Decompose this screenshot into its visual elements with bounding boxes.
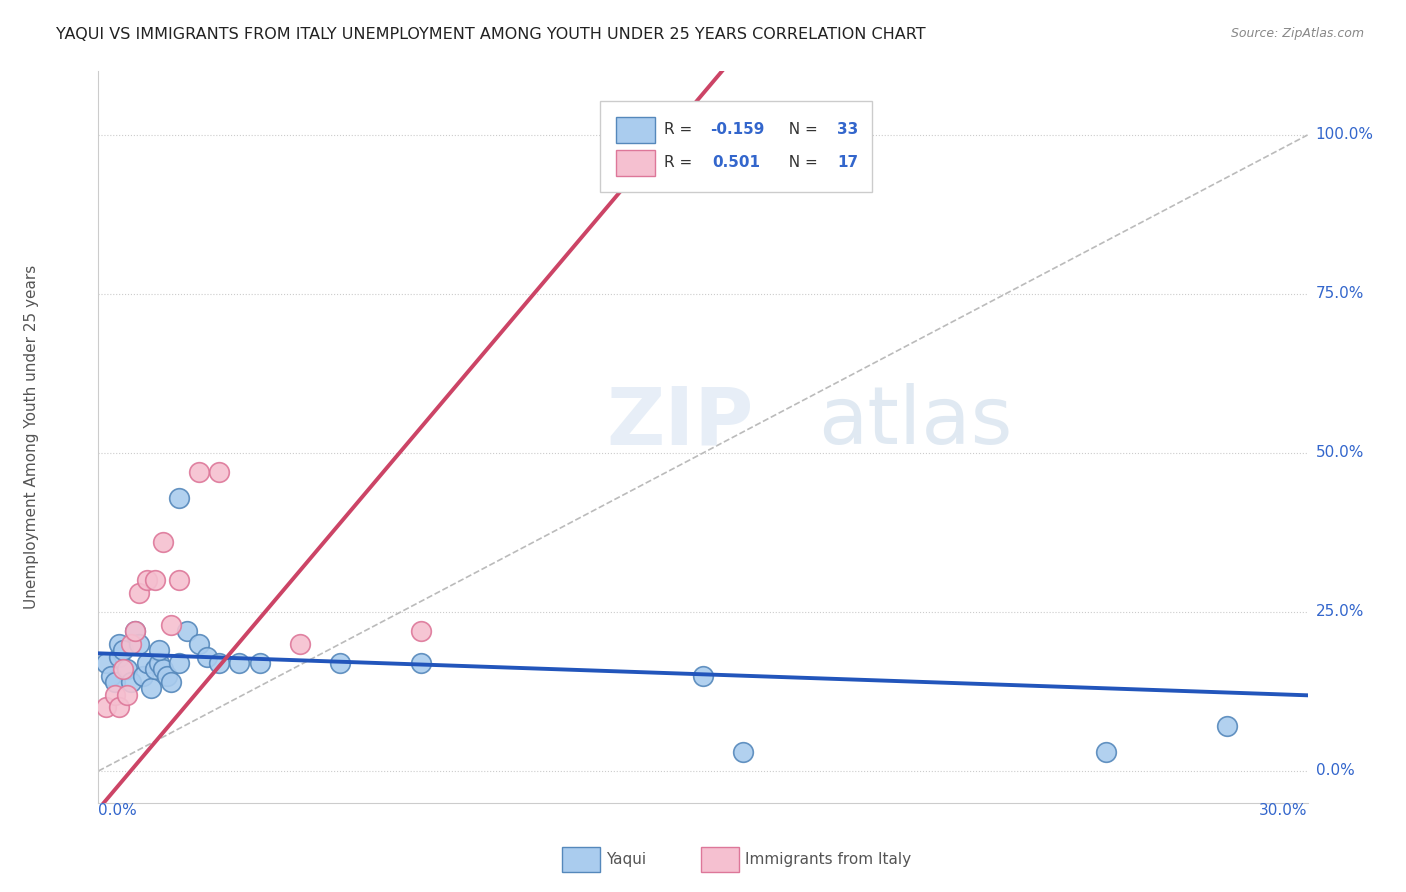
Text: Unemployment Among Youth under 25 years: Unemployment Among Youth under 25 years <box>24 265 39 609</box>
Point <box>107 637 129 651</box>
Point <box>160 617 183 632</box>
Point <box>152 662 174 676</box>
Point <box>195 649 218 664</box>
Point <box>103 675 125 690</box>
Text: 0.0%: 0.0% <box>98 803 138 818</box>
Text: atlas: atlas <box>818 384 1012 461</box>
Text: 50.0%: 50.0% <box>1316 445 1364 460</box>
Point <box>128 586 150 600</box>
Point <box>107 700 129 714</box>
Point <box>103 688 125 702</box>
Point <box>132 668 155 682</box>
Text: -0.159: -0.159 <box>710 122 765 137</box>
Point <box>143 662 166 676</box>
Point <box>124 624 146 638</box>
Point <box>143 573 166 587</box>
Point <box>120 675 142 690</box>
Point <box>115 688 138 702</box>
FancyBboxPatch shape <box>616 150 655 176</box>
Point <box>100 668 122 682</box>
Point <box>208 656 231 670</box>
Point <box>288 637 311 651</box>
Point <box>107 649 129 664</box>
Text: 25.0%: 25.0% <box>1316 605 1364 619</box>
Text: 75.0%: 75.0% <box>1316 286 1364 301</box>
Text: 0.0%: 0.0% <box>1316 764 1354 779</box>
Point <box>1095 745 1118 759</box>
FancyBboxPatch shape <box>700 847 740 872</box>
Point <box>249 656 271 670</box>
Text: Source: ZipAtlas.com: Source: ZipAtlas.com <box>1230 27 1364 40</box>
Point <box>96 656 118 670</box>
Point <box>733 745 755 759</box>
Point <box>176 624 198 638</box>
Text: 100.0%: 100.0% <box>1316 128 1374 143</box>
Text: 0.501: 0.501 <box>713 155 761 170</box>
Point <box>167 573 190 587</box>
Text: N =: N = <box>779 155 823 170</box>
Point <box>96 700 118 714</box>
Point <box>115 662 138 676</box>
Point <box>111 643 134 657</box>
Text: Yaqui: Yaqui <box>606 853 647 867</box>
Point <box>329 656 352 670</box>
Point <box>111 662 134 676</box>
FancyBboxPatch shape <box>561 847 600 872</box>
Point <box>148 656 170 670</box>
FancyBboxPatch shape <box>600 101 872 192</box>
Text: YAQUI VS IMMIGRANTS FROM ITALY UNEMPLOYMENT AMONG YOUTH UNDER 25 YEARS CORRELATI: YAQUI VS IMMIGRANTS FROM ITALY UNEMPLOYM… <box>56 27 927 42</box>
Point <box>1216 719 1239 733</box>
Point <box>124 624 146 638</box>
Point <box>188 465 211 479</box>
Point <box>167 491 190 505</box>
Text: ZIP: ZIP <box>606 384 754 461</box>
Point <box>156 668 179 682</box>
Point <box>135 573 157 587</box>
Point <box>228 656 250 670</box>
Text: 17: 17 <box>837 155 858 170</box>
Point <box>409 624 432 638</box>
Point <box>139 681 162 696</box>
Point <box>160 675 183 690</box>
Text: 33: 33 <box>837 122 859 137</box>
Text: N =: N = <box>779 122 823 137</box>
Point <box>152 535 174 549</box>
Point <box>409 656 432 670</box>
Point <box>135 656 157 670</box>
Point <box>188 637 211 651</box>
Point <box>167 656 190 670</box>
FancyBboxPatch shape <box>616 117 655 143</box>
Point <box>128 637 150 651</box>
Text: R =: R = <box>664 122 697 137</box>
Point <box>148 643 170 657</box>
Text: 30.0%: 30.0% <box>1260 803 1308 818</box>
Point <box>692 668 714 682</box>
Text: R =: R = <box>664 155 703 170</box>
Point <box>120 637 142 651</box>
Point <box>208 465 231 479</box>
Text: Immigrants from Italy: Immigrants from Italy <box>745 853 911 867</box>
